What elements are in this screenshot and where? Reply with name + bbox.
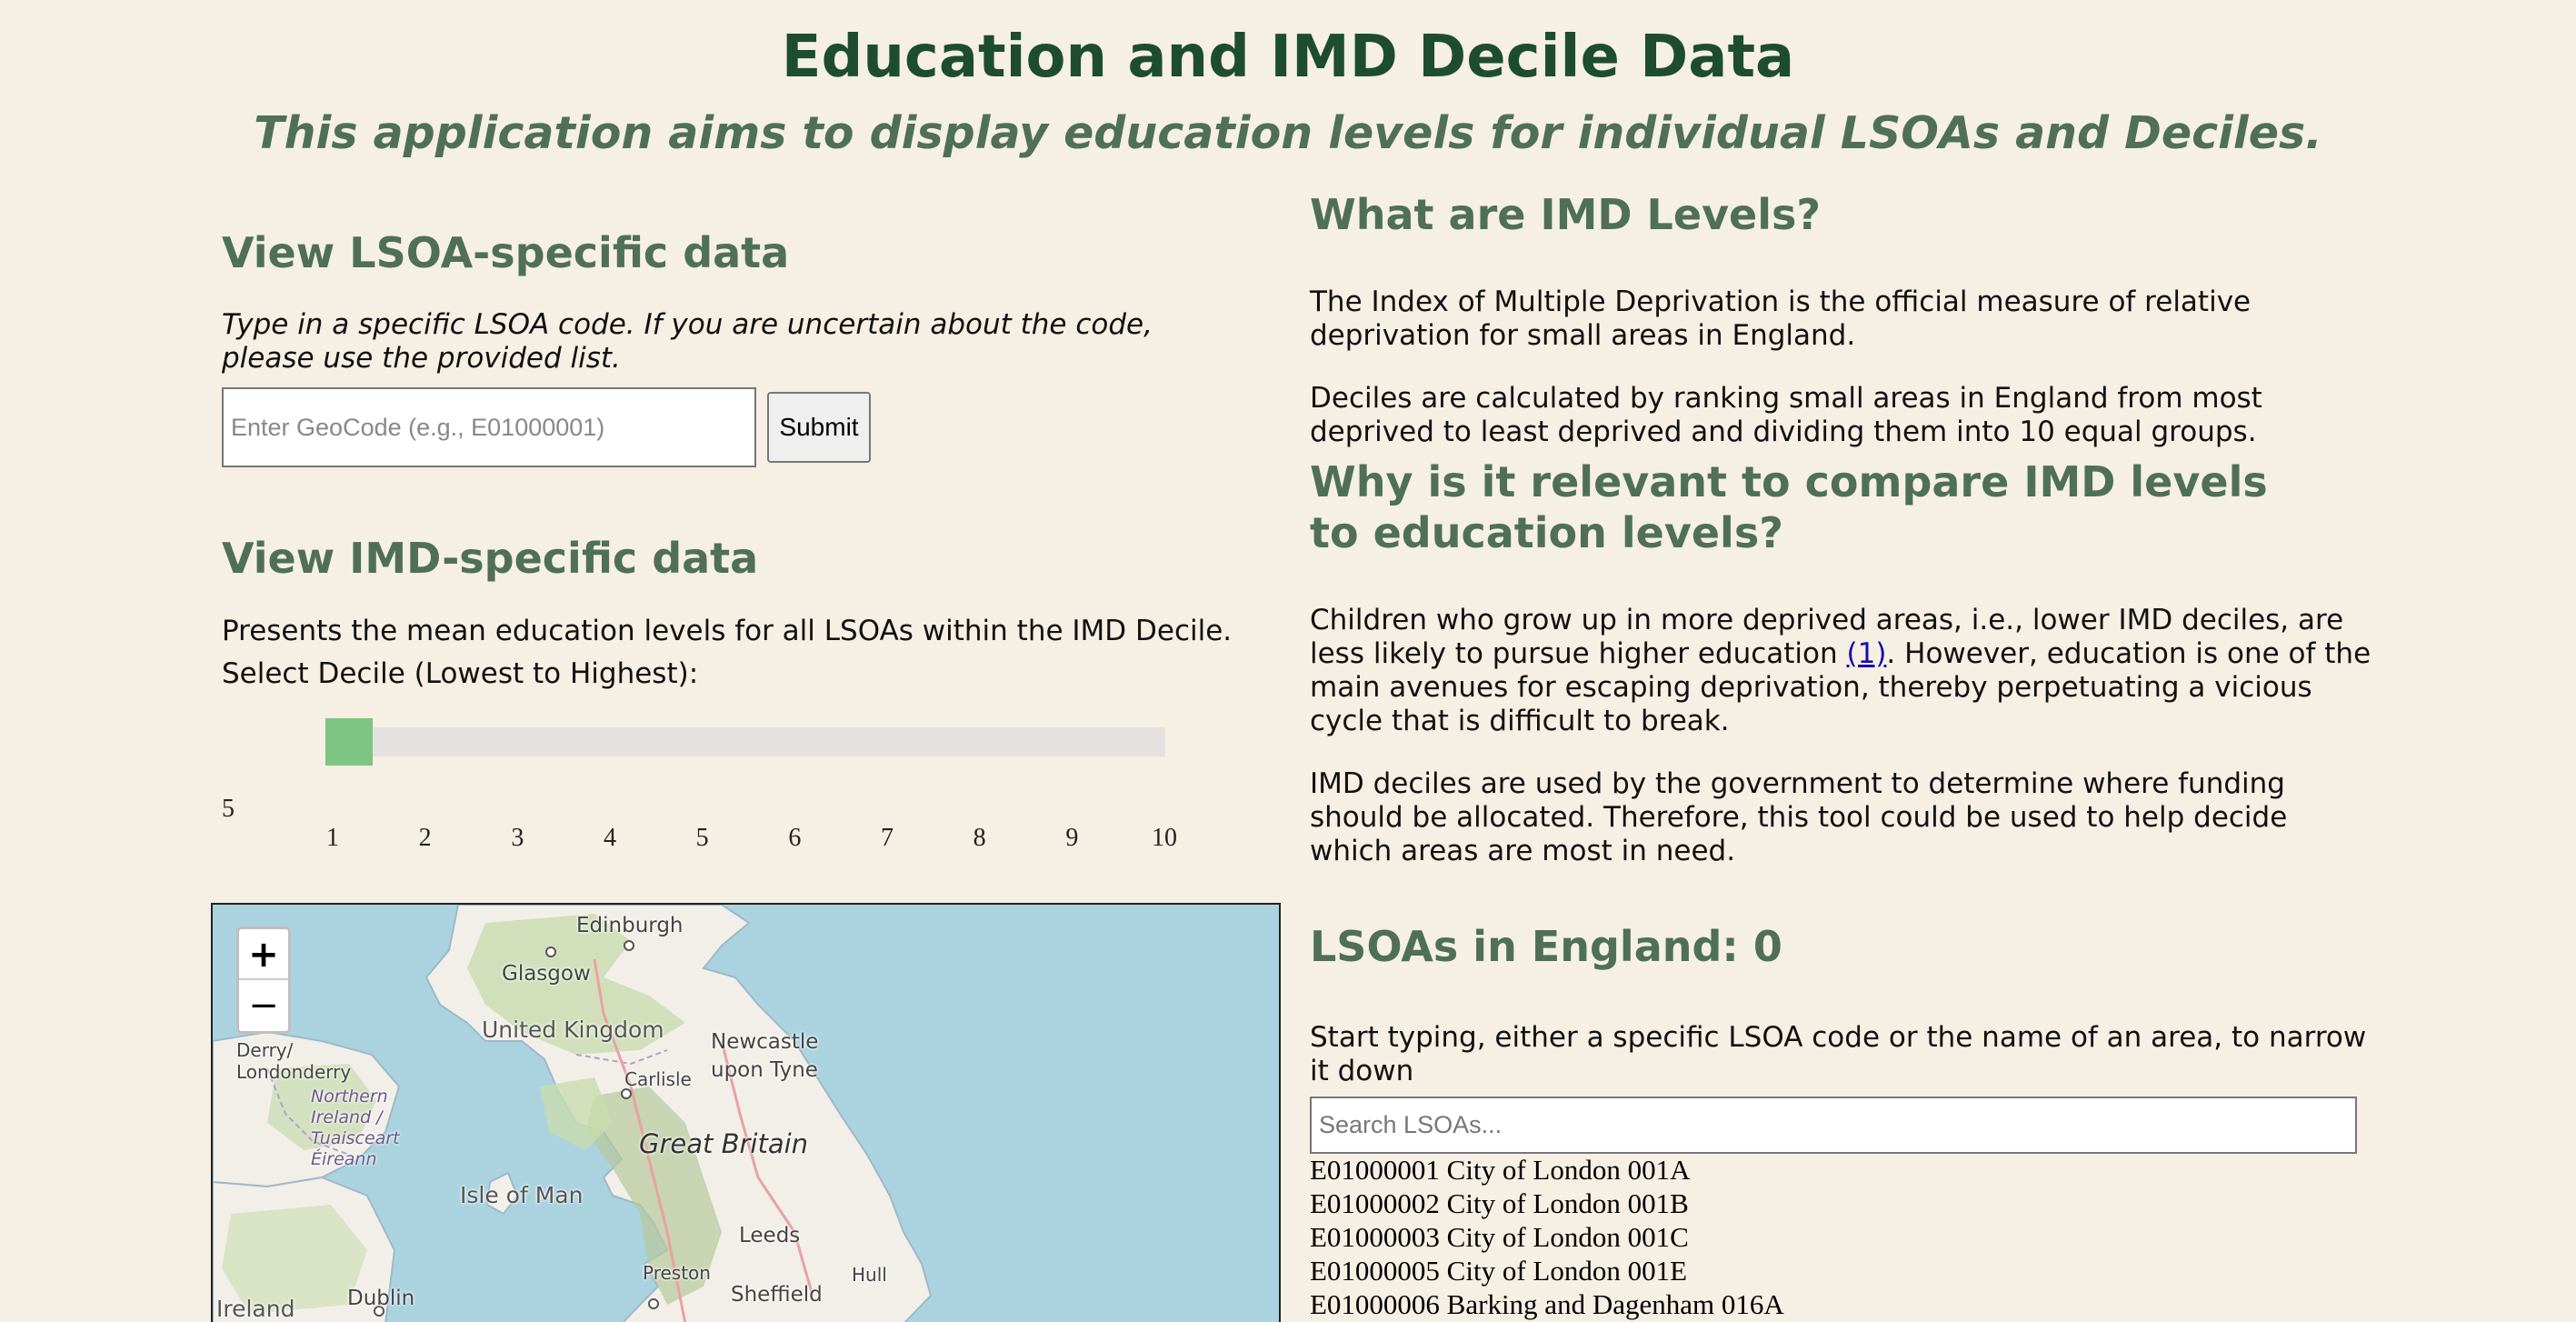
map-label-edinburgh: Edinburgh: [576, 914, 684, 937]
lsoa-list-item[interactable]: E01000001 City of London 001A: [1310, 1154, 1691, 1186]
decile-tick-label: 1: [326, 824, 339, 852]
map-label-hull: Hull: [852, 1264, 887, 1286]
relevance-para1: Children who grow up in more deprived ar…: [1310, 604, 2373, 738]
relevance-heading: Why is it relevant to compare IMD levels…: [1310, 457, 2268, 558]
map-label-sheffield: Sheffield: [731, 1283, 823, 1307]
map[interactable]: + − Edinburgh Glasgow United Kingdom New…: [211, 903, 1281, 1322]
lsoa-count-heading: LSOAs in England: 0: [1310, 922, 1782, 971]
decile-tick-label: 10: [1152, 824, 1177, 852]
map-label-leeds: Leeds: [739, 1224, 801, 1247]
map-label-newcastle: Newcastle upon Tyne: [711, 1030, 819, 1082]
decile-slider-handle[interactable]: [325, 718, 373, 766]
decile-tick-label: 3: [511, 824, 524, 852]
submit-button[interactable]: Submit: [767, 392, 871, 463]
map-border-ni: [266, 1067, 350, 1156]
imd-description: Presents the mean education levels for a…: [222, 615, 1233, 647]
decile-tick-label: 9: [1065, 824, 1079, 852]
lsoa-search-input[interactable]: [1310, 1097, 2357, 1154]
decile-slider-value: 5: [222, 795, 235, 823]
decile-tick-label: 8: [973, 824, 986, 852]
lsoa-list-item[interactable]: E01000006 Barking and Dagenham 016A: [1310, 1288, 1784, 1320]
map-label-dublin: Dublin: [347, 1287, 415, 1310]
map-green-lakes: [540, 1077, 613, 1150]
map-green-pennines: [585, 1087, 722, 1305]
page-title: Education and IMD Decile Data: [781, 24, 1795, 91]
lsoa-section-heading: View LSOA-specific data: [222, 228, 790, 277]
lsoa-list-item[interactable]: E01000003 City of London 001C: [1310, 1221, 1689, 1253]
decile-tick-label: 5: [695, 824, 709, 852]
lsoa-list-item[interactable]: E01000002 City of London 001B: [1310, 1187, 1689, 1219]
map-label-derry: Derry/ Londonderry: [236, 1039, 352, 1083]
decile-slider-label: Select Decile (Lowest to Highest):: [222, 657, 699, 690]
map-dot-preston: [648, 1298, 659, 1309]
map-dot-dublin: [374, 1306, 384, 1317]
lsoa-instructions: Type in a specific LSOA code. If you are…: [222, 308, 1153, 375]
map-label-great-britain: Great Britain: [639, 1128, 809, 1159]
zoom-control: + −: [236, 926, 291, 1034]
map-dot-edinburgh: [624, 940, 634, 951]
map-green-ireland: [222, 1205, 367, 1314]
map-label-carlisle: Carlisle: [624, 1068, 692, 1090]
map-label-glasgow: Glasgow: [502, 962, 591, 986]
map-roads: [593, 958, 687, 1322]
lsoa-list-item[interactable]: E01000005 City of London 001E: [1310, 1255, 1688, 1287]
map-roads-east: [720, 1040, 814, 1297]
map-basemap: [213, 905, 933, 1322]
zoom-out-button[interactable]: −: [239, 980, 288, 1031]
map-land-isle-of-man: [485, 1171, 519, 1216]
page-subtitle: This application aims to display educati…: [254, 107, 2322, 159]
reference-link[interactable]: (1): [1846, 637, 1887, 670]
map-dot-glasgow: [545, 946, 556, 957]
imd-section-heading: View IMD-specific data: [222, 534, 759, 583]
map-label-ireland: Ireland: [216, 1296, 295, 1322]
lsoa-list: E01000001 City of London 001A E01000002 C…: [1310, 1153, 1784, 1321]
map-border-scotland: [575, 1049, 668, 1066]
imd-info-heading: What are IMD Levels?: [1310, 190, 1822, 239]
decile-slider-track[interactable]: [325, 727, 1165, 756]
map-label-isle-of-man: Isle of Man: [460, 1182, 584, 1208]
relevance-para1-text: Children who grow up in more deprived ar…: [1310, 604, 2344, 670]
imd-info-para2: Deciles are calculated by ranking small …: [1310, 382, 2262, 448]
map-green-northern-ireland: [267, 1064, 376, 1150]
geocode-input[interactable]: [222, 387, 756, 467]
relevance-para1-continued: . However, education is one of the main …: [1310, 637, 2371, 737]
decile-tick-label: 6: [788, 824, 802, 852]
map-label-united-kingdom: United Kingdom: [482, 1017, 664, 1043]
decile-tick-label: 4: [604, 824, 616, 852]
decile-tick-label: 2: [418, 824, 432, 852]
map-dot-carlisle: [621, 1088, 632, 1099]
relevance-para2: IMD deciles are used by the government t…: [1310, 767, 2288, 867]
map-green-scotland: [467, 914, 685, 1055]
zoom-in-button[interactable]: +: [239, 929, 288, 980]
imd-info-para1: The Index of Multiple Deprivation is the…: [1310, 285, 2252, 352]
map-label-preston: Preston: [643, 1262, 711, 1284]
decile-tick-label: 7: [881, 824, 894, 852]
map-label-northern-ireland: Northern Ireland / Tuaisceart Éireann: [311, 1087, 400, 1169]
lsoa-list-instructions: Start typing, either a specific LSOA cod…: [1310, 1021, 2367, 1087]
